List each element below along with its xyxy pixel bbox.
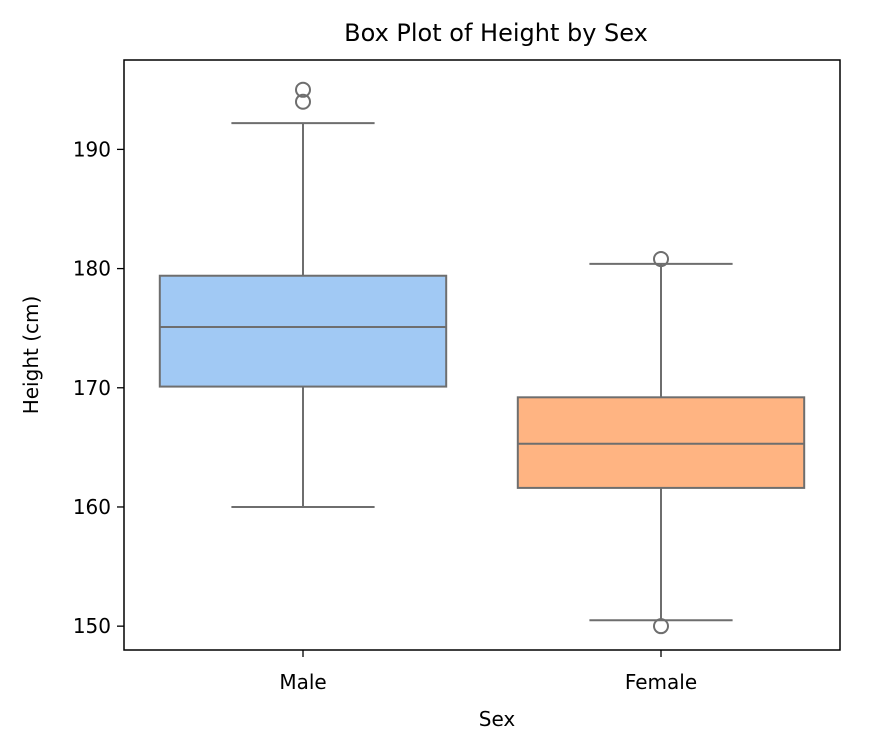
box-female [516,396,806,489]
y-tick-label: 190 [73,137,111,161]
y-tick-label: 170 [73,376,111,400]
outlier-point-male [295,81,311,98]
y-tick-label: 150 [73,614,111,638]
outlier-point-male [295,93,311,110]
y-axis-label: Height (cm) [19,296,43,415]
y-tick-label: 160 [73,495,111,519]
x-tick-label: Male [279,670,326,694]
outlier-point-female [653,618,669,635]
plot-area-border [123,59,841,651]
x-tick-label: Female [625,670,697,694]
y-tick-label: 180 [73,257,111,281]
plot-layer: 150 160 170 180 190 Male Female [73,81,806,694]
x-axis-label: Sex [479,707,516,731]
box-male [158,274,448,388]
outlier-point-female [653,251,669,268]
chart-title: Box Plot of Height by Sex [344,19,648,47]
